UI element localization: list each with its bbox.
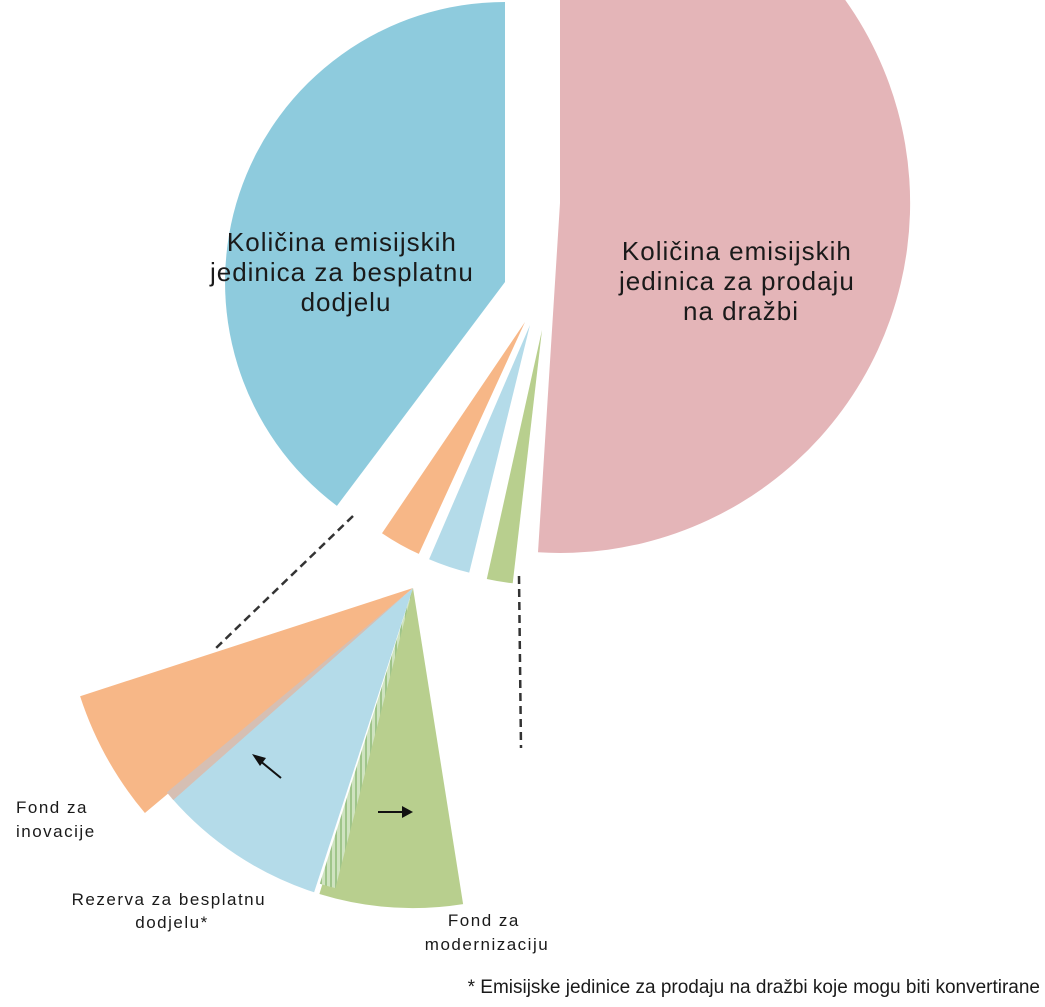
pie-slice-reserve xyxy=(429,325,530,573)
label-reserve: Rezerva za besplatnu dodjelu* xyxy=(72,890,273,932)
detail-wedge-modernisation xyxy=(319,588,464,909)
pie-slice-auction xyxy=(538,0,911,553)
connector-line-right xyxy=(517,575,523,749)
detail-wedge-reserve xyxy=(171,588,413,893)
connector-line-left xyxy=(213,515,354,651)
arrow-to-modernisation-hatch xyxy=(378,806,413,818)
label-auction: Količina emisijskih jedinica za prodaju … xyxy=(618,236,863,326)
detail-wedge-innovation xyxy=(80,588,413,813)
pie-slice-free xyxy=(225,2,505,506)
detail-hatch-right xyxy=(319,588,413,889)
pie-slice-innovation xyxy=(382,322,525,554)
label-modernisation: Fond za modernizaciju xyxy=(425,911,549,954)
arrow-to-innovation-hatch xyxy=(252,754,282,779)
pie-slice-modernisation xyxy=(486,330,542,584)
label-innovation: Fond za inovacije xyxy=(16,798,96,841)
detail-hatch-left xyxy=(166,588,413,800)
footnote: * Emisijske jedinice za prodaju na dražb… xyxy=(468,977,1040,998)
label-free: Količina emisijskih jedinica za besplatn… xyxy=(209,227,482,317)
